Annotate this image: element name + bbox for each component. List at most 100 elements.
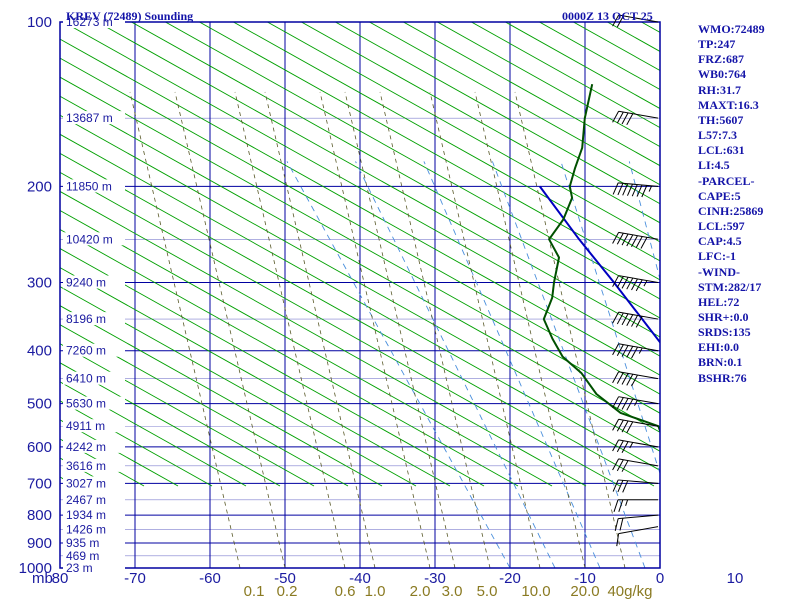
mixing-ratio-line [344,91,456,568]
moist-adiabat [491,161,646,568]
moist-adiabat [286,161,511,568]
wind-barb-flag [627,183,633,196]
temperature-tick-label: -50 [274,570,296,587]
temperature-tick-label: -70 [124,570,146,587]
mixing-ratio-line [474,91,586,568]
temperature-tick-label: -20 [499,570,521,587]
wind-barb-flag [616,372,624,384]
pressure-tick-label: 200 [27,178,52,195]
wind-barb-flag [626,346,634,358]
height-label-bg [63,111,125,125]
height-label: 10420 m [66,232,113,246]
wind-barb-flag [635,236,643,248]
wind-barb-staff [618,458,659,467]
height-label-bg [63,561,125,574]
index-line: CAPE:5 [698,188,741,203]
mixing-ratio-line [264,91,376,568]
wind-barb-flag [631,235,638,248]
dry-adiabat [60,362,281,487]
dry-adiabat [198,22,660,281]
wind-barb-flag [612,396,620,409]
height-label: 3027 m [66,476,106,490]
height-label-bg [63,522,125,536]
dry-adiabat [60,38,660,376]
wind-barb-flag [640,237,648,249]
mixing-ratio-label: 1.0 [365,583,386,600]
height-label-bg [63,548,125,562]
wind-barb [612,14,659,28]
wind-barb-flag [631,315,638,327]
wind-barb-flag [612,110,620,123]
index-line: LCL:631 [698,143,745,158]
wind-barb [612,343,659,359]
wind-barb-half [629,442,634,449]
mixing-ratio-line [429,91,541,568]
height-label: 8196 m [66,312,106,326]
index-line: WMO:72489 [698,22,765,36]
wind-barb-flag [635,279,643,292]
index-line: SRDS:135 [698,325,751,340]
temperature-tick-label: -30 [424,570,446,587]
wind-barb-flag [631,184,638,197]
mixing-ratio-label: 3.0 [442,583,463,600]
wind-barb [612,371,659,387]
pressure-tick-label: 900 [27,535,52,552]
index-line: EHI:0.0 [698,340,740,355]
wind-barb-flag [616,419,624,432]
plot-frame [59,21,661,569]
temperature-axis: 80-70-60-50-40-30-20-10010203040 [52,570,744,587]
height-label: 5630 m [66,397,106,411]
index-line: BRN:0.1 [698,355,743,370]
wind-barb-flag [612,14,620,27]
wind-barb-half [634,399,638,406]
dry-adiabat [60,76,660,414]
mixing-ratio-label: 0.2 [277,583,298,600]
mixing-ratio-label: 20.0 [570,583,599,600]
mixing-ratio-line [514,91,626,568]
wind-barb-staff [618,182,659,187]
wind-barb-flag [612,419,620,431]
mixing-ratio-line [174,91,286,568]
wind-barb-flag [641,185,648,198]
wind-barb-flag [621,460,629,472]
wind-barb [612,396,659,411]
wind-barb-staff [618,343,659,352]
wind-barb-flag [612,182,619,195]
moist-adiabat [560,161,660,475]
wind-barb-flag [612,275,620,287]
wind-barb-flag [614,518,619,531]
dry-adiabat [60,400,213,487]
height-label-bg [63,419,125,433]
dry-adiabat [60,114,660,452]
mixing-ratio-labels: 0.1 0.2 0.6 1.0 2.0 3.0 5.0 10.0 20.0 40g/kg [244,583,653,600]
index-line: LI:4.5 [698,158,730,173]
dry-adiabat [232,22,660,262]
parcel-trace [538,185,660,344]
wind-barb-flag [631,346,638,359]
dry-adiabat [62,22,660,357]
mixing-ratio-label: 40g/kg [607,583,652,600]
wind-barb [612,418,659,434]
height-label: 935 m [66,536,99,550]
wind-barb-staff [618,479,659,484]
wind-barb-staff [618,311,659,320]
height-label: 4242 m [66,440,106,454]
dry-adiabat [130,22,660,319]
dry-adiabat [402,22,660,167]
wind-barb [613,499,658,512]
index-line: TP:247 [698,37,736,52]
wind-barb-flag [626,277,634,290]
wind-barb-flag [626,373,634,386]
wind-barb-flag [621,276,629,289]
wind-barb-half [643,280,648,287]
wind-barb [612,275,659,292]
moist-adiabat [355,161,556,568]
wind-barb-flag [616,440,624,453]
wind-barb-flag [616,397,624,409]
wind-barb-half [648,185,653,192]
height-label: 469 m [66,549,99,563]
wind-barb-flag [616,312,624,325]
pressure-tick-label: 300 [27,275,52,292]
height-label-bg [63,179,125,193]
